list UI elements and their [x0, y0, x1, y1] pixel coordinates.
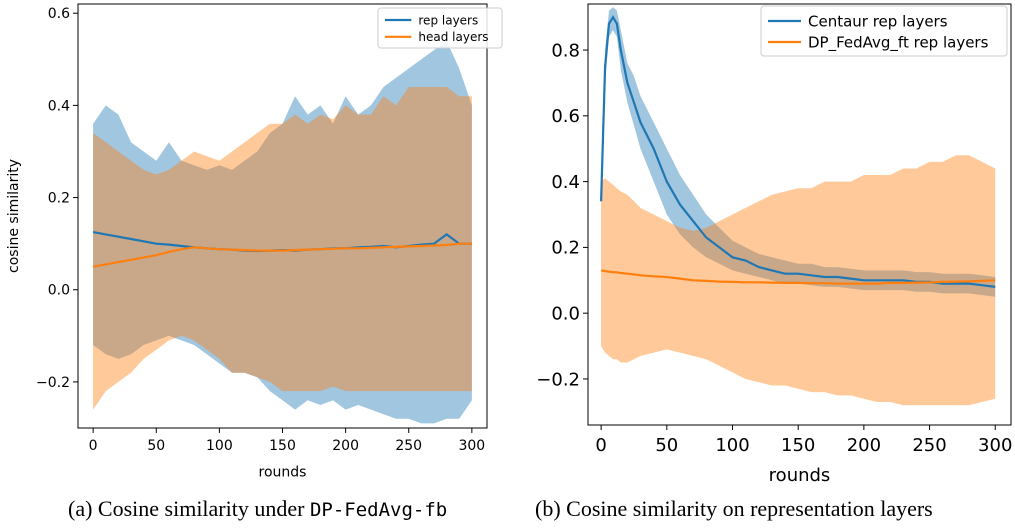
legend-label: DP_FedAvg_ft rep layers: [808, 33, 989, 52]
legend: Centaur rep layers DP_FedAvg_ft rep layer…: [760, 5, 1008, 57]
x-tick-label: 100: [206, 438, 233, 454]
figure: 0 50 100 150 200 250 300 −0.2 0.0 0.2 0.4 0.6 rounds…: [6, 3, 1012, 486]
caption-a-code: DP-FedAvg-fb: [309, 499, 448, 521]
y-tick-label: 0.6: [48, 6, 70, 22]
legend-label: Centaur rep layers: [808, 12, 948, 30]
legend-label: rep layers: [418, 13, 478, 27]
legend: rep layers head layers: [377, 7, 503, 49]
x-tick-label: 300: [978, 435, 1012, 456]
series-line-orange: [92, 242, 472, 268]
series-band-orange: [601, 155, 996, 406]
caption-b: (b) Cosine similarity on representation …: [535, 496, 933, 522]
y-tick-label: 0.2: [551, 238, 580, 259]
y-tick-label: −0.2: [536, 369, 580, 390]
y-tick-label: 0.4: [551, 172, 580, 193]
x-tick-label: 300: [458, 438, 485, 454]
y-tick-label: 0.4: [48, 98, 70, 114]
x-tick-label: 150: [781, 435, 815, 456]
legend-box: [760, 5, 1008, 57]
x-axis-label: rounds: [769, 465, 831, 486]
series-band-orange: [93, 87, 472, 410]
caption-a-text: (a) Cosine similarity under: [68, 496, 310, 521]
y-tick-label: 0.6: [551, 106, 580, 127]
y-tick-label: −0.2: [36, 375, 70, 391]
legend-label: head layers: [418, 30, 488, 44]
x-tick-label: 250: [395, 438, 422, 454]
y-axis-label: cosine similarity: [6, 159, 22, 273]
x-tick-label: 0: [89, 438, 98, 454]
series-band-blue: [93, 40, 472, 424]
chart-b: 0 50 100 150 200 250 300 −0.2 0.0 0.2 0.4 0.6 0.8 rou…: [536, 3, 1012, 486]
x-tick-label: 50: [655, 435, 678, 456]
y-tick-label: 0.8: [551, 40, 580, 61]
caption-b-text: (b) Cosine similarity on representation …: [535, 496, 933, 521]
series-band-blue: [601, 7, 996, 297]
y-tick-label: 0.0: [48, 283, 70, 299]
y-tick-label: 0.0: [551, 303, 580, 324]
x-tick-label: 100: [715, 435, 749, 456]
legend-box: [377, 7, 503, 49]
x-tick-label: 200: [847, 435, 881, 456]
x-tick-label: 150: [269, 438, 296, 454]
y-tick-label: 0.2: [48, 190, 70, 206]
x-tick-label: 250: [912, 435, 946, 456]
x-axis-label: rounds: [259, 465, 307, 481]
chart-a: 0 50 100 150 200 250 300 −0.2 0.0 0.2 0.4 0.6 rounds…: [6, 3, 503, 481]
x-tick-label: 50: [147, 438, 165, 454]
x-tick-label: 200: [332, 438, 359, 454]
x-tick-label: 0: [595, 435, 606, 456]
series-line-orange: [600, 269, 996, 285]
caption-a: (a) Cosine similarity under DP-FedAvg-fb: [68, 496, 447, 522]
plot-frame: [587, 3, 1012, 426]
